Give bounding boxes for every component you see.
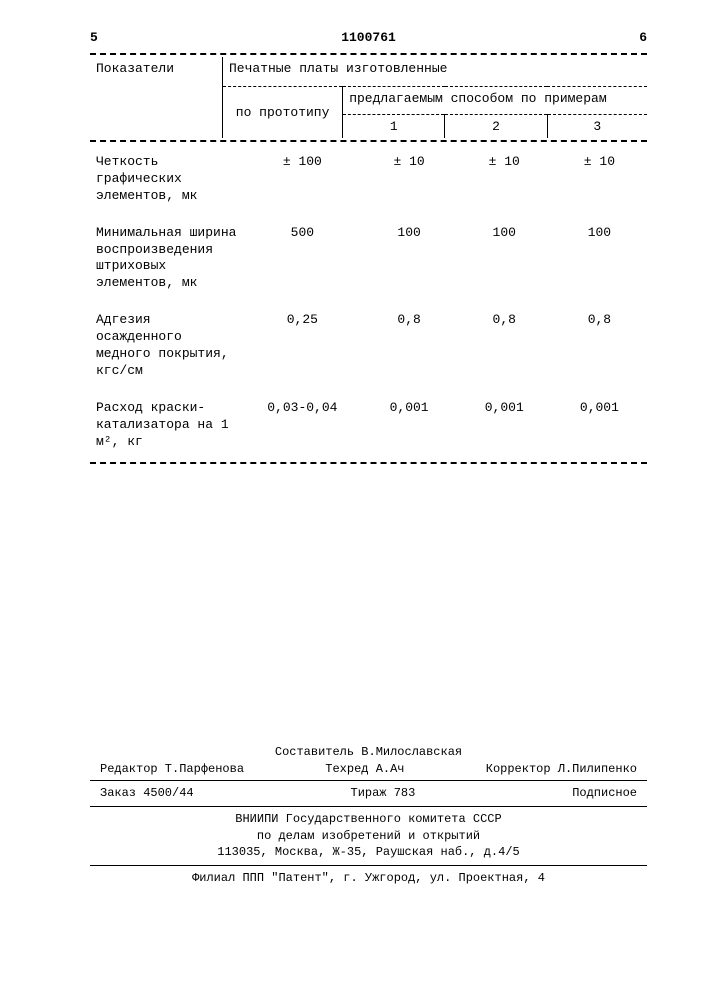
divider (90, 53, 647, 55)
row-label: Минимальная ширина воспроизведения штрих… (90, 215, 243, 303)
col-header-main: Печатные платы изготовленные (223, 57, 648, 87)
subcol-2: 2 (445, 115, 547, 139)
org-line: 113035, Москва, Ж-35, Раушская наб., д.4… (90, 844, 647, 861)
cell: 100 (457, 215, 552, 303)
page-right: 6 (639, 30, 647, 45)
compiler: Составитель В.Милославская (90, 744, 647, 761)
cell: 0,8 (457, 302, 552, 390)
data-table: Показатели Печатные платы изготовленные … (90, 57, 647, 464)
cell: 0,001 (552, 390, 647, 461)
divider (90, 140, 647, 142)
cell: 100 (362, 215, 457, 303)
cell: 0,8 (552, 302, 647, 390)
branch-line: Филиал ППП "Патент", г. Ужгород, ул. Про… (90, 870, 647, 887)
row-label: Четкость графических элементов, мк (90, 144, 243, 215)
cell: 0,001 (362, 390, 457, 461)
subcol-1: 1 (343, 115, 445, 139)
cell: 0,001 (457, 390, 552, 461)
cell: 100 (552, 215, 647, 303)
cell: ± 10 (362, 144, 457, 215)
page-header: 5 1100761 6 (90, 30, 647, 45)
divider (90, 462, 647, 464)
editor: Редактор Т.Парфенова (100, 761, 244, 778)
page-left: 5 (90, 30, 98, 45)
subcol-3: 3 (547, 115, 647, 139)
patent-number: 1100761 (98, 30, 639, 45)
col-header-indicator: Показатели (90, 57, 223, 138)
row-label: Расход краски-катализатора на 1 м², кг (90, 390, 243, 461)
cell: 500 (243, 215, 361, 303)
order: Заказ 4500/44 (100, 785, 194, 802)
footer: Составитель В.Милославская Редактор Т.Па… (90, 744, 647, 887)
corrector: Корректор Л.Пилипенко (486, 761, 637, 778)
cell: 0,03-0,04 (243, 390, 361, 461)
cell: ± 100 (243, 144, 361, 215)
org-line: по делам изобретений и открытий (90, 828, 647, 845)
circulation: Тираж 783 (351, 785, 416, 802)
cell: ± 10 (457, 144, 552, 215)
col-header-proto: по прототипу (223, 87, 343, 139)
tech: Техред А.Ач (325, 761, 404, 778)
cell: ± 10 (552, 144, 647, 215)
subscription: Подписное (572, 785, 637, 802)
cell: 0,8 (362, 302, 457, 390)
cell: 0,25 (243, 302, 361, 390)
org-line: ВНИИПИ Государственного комитета СССР (90, 811, 647, 828)
row-label: Адгезия осажденного медного покрытия, кг… (90, 302, 243, 390)
col-header-proposed: предлагаемым способом по примерам (343, 87, 647, 115)
